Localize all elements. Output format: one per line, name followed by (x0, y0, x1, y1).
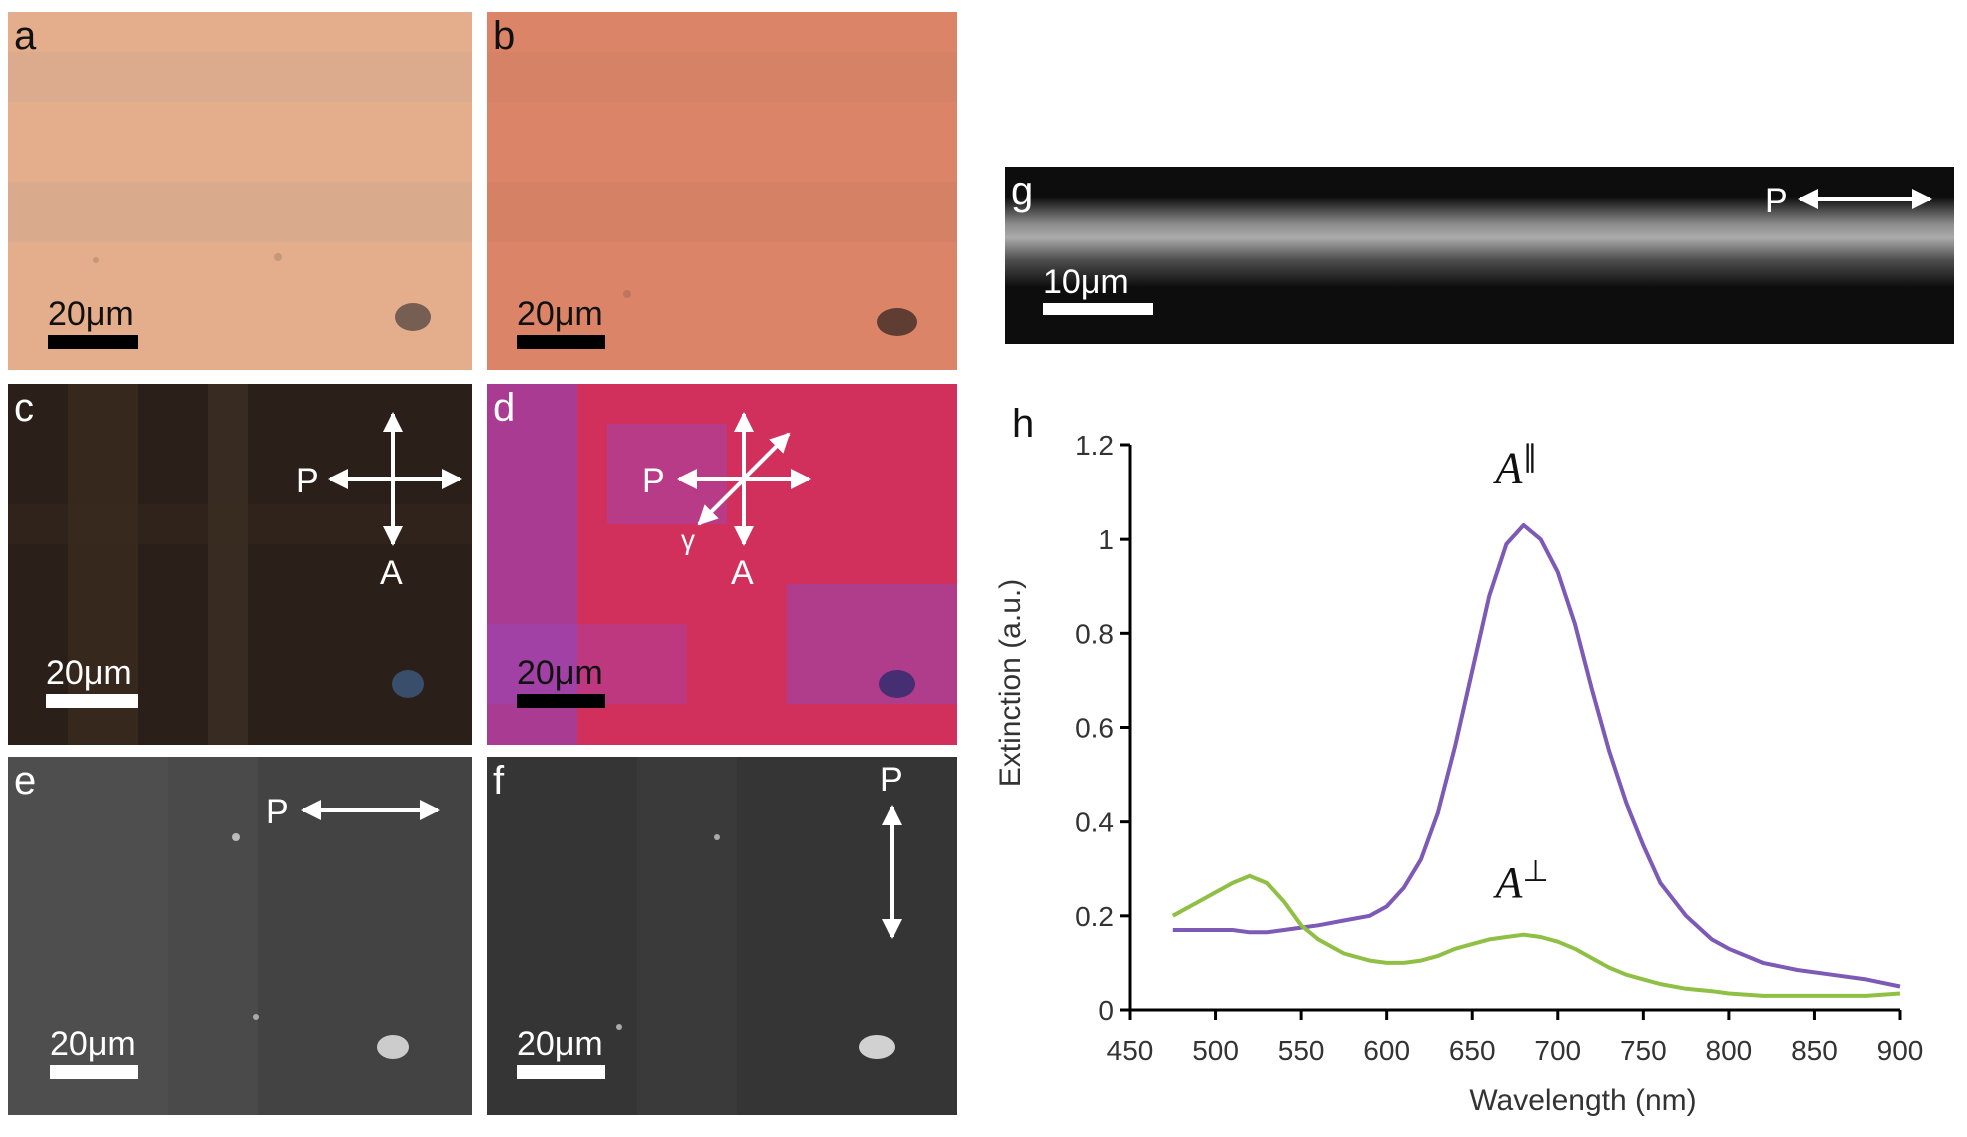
scale-bar-label: 20μm (48, 295, 134, 333)
scale-bar: 20μm (50, 1027, 138, 1079)
scale-bar-label: 10μm (1043, 263, 1129, 301)
scale-bar-line (517, 1065, 605, 1079)
analyzer-label: A (731, 554, 754, 592)
polarizer-label: P (880, 761, 903, 799)
y-tick-label: 1.2 (1075, 430, 1114, 461)
panel-label: c (14, 386, 34, 430)
scale-bar-line (517, 694, 605, 708)
panel-label: f (493, 759, 505, 803)
x-tick-label: 500 (1192, 1035, 1239, 1066)
scale-bar-line (46, 694, 138, 708)
x-axis-label: Wavelength (nm) (1469, 1084, 1696, 1117)
x-tick-label: 550 (1278, 1035, 1325, 1066)
x-tick-label: 850 (1791, 1035, 1838, 1066)
x-tick-label: 650 (1449, 1035, 1496, 1066)
polarizer-label: P (296, 462, 319, 500)
panel-b-micrograph: b 20μm (487, 12, 957, 370)
chart-series (1171, 523, 1901, 998)
scale-bar-label: 20μm (517, 654, 603, 692)
scale-bar: 20μm (517, 1027, 605, 1079)
scale-bar: 10μm (1043, 265, 1153, 315)
y-tick-label: 0.4 (1075, 807, 1114, 838)
scale-bar-line (48, 335, 138, 349)
y-tick-label: 0.2 (1075, 901, 1114, 932)
polarizer-label: P (642, 462, 665, 500)
panel-a-micrograph: a 20μm (8, 12, 472, 370)
scale-bar-label: 20μm (517, 1025, 603, 1063)
analyzer-label: A (380, 554, 403, 592)
scale-bar-label: 20μm (517, 295, 603, 333)
panel-label: g (1011, 169, 1034, 213)
scale-bar-line (517, 335, 605, 349)
x-tick-label: 700 (1534, 1035, 1581, 1066)
scale-bar-label: 20μm (46, 654, 132, 692)
series-line-a-perpendicular (1171, 873, 1901, 998)
panel-e-micrograph: P e 20μm (8, 757, 472, 1115)
x-tick-label: 600 (1363, 1035, 1410, 1066)
x-tick-label: 900 (1877, 1035, 1924, 1066)
micrograph-texture (487, 52, 957, 336)
panel-g-micrograph: P g 10μm (1005, 167, 1954, 344)
y-tick-label: 0.8 (1075, 618, 1114, 649)
panel-label: h (1012, 402, 1034, 446)
y-axis-label: Extinction (a.u.) (994, 579, 1027, 787)
panel-label: d (493, 386, 516, 430)
chart-series-labels: A∥ A⊥ (1493, 441, 1549, 907)
series-label-a-perpendicular: A⊥ (1493, 855, 1549, 907)
scale-bar-line (50, 1065, 138, 1079)
polarizer-analyzer-waveplate-diagram: P A γ (642, 412, 811, 592)
x-tick-label: 450 (1107, 1035, 1154, 1066)
scale-bar-label: 20μm (50, 1025, 136, 1063)
scale-bar: 20μm (517, 656, 605, 708)
y-tick-label: 1 (1098, 524, 1114, 555)
micrograph-texture (487, 384, 957, 745)
y-tick-label: 0.6 (1075, 713, 1114, 744)
scale-bar: 20μm (46, 656, 138, 708)
polarizer-analyzer-diagram: P A (296, 412, 462, 592)
y-tick-label: 0 (1098, 995, 1114, 1026)
x-tick-label: 800 (1706, 1035, 1753, 1066)
panel-d-micrograph: P A γ d 20μm (487, 384, 957, 745)
scale-bar-line (1043, 303, 1153, 315)
polarizer-diagram: P (266, 793, 440, 831)
scale-bar: 20μm (517, 297, 605, 349)
scale-bar: 20μm (48, 297, 138, 349)
panel-label: e (14, 759, 37, 803)
x-tick-label: 750 (1620, 1035, 1667, 1066)
micrograph-texture (8, 52, 472, 331)
micrograph-texture (1005, 197, 1954, 287)
polarizer-diagram: P (1765, 182, 1932, 220)
panel-label: b (493, 14, 516, 58)
micrograph-texture (616, 757, 895, 1115)
waveplate-label: γ (681, 524, 695, 555)
waveplate-arrow (697, 432, 791, 526)
panel-f-micrograph: P f 20μm (487, 757, 957, 1115)
panel-label: a (14, 14, 37, 58)
panel-h-extinction-chart: h 0 0.2 0.4 0.6 0.8 1 1.2 450 500 550 600 650 700 750… (970, 395, 1967, 1132)
chart-axes: 0 0.2 0.4 0.6 0.8 1 1.2 450 500 550 600 650 700 750 80… (1075, 430, 1923, 1066)
series-line-a-parallel (1172, 523, 1901, 989)
extinction-spectrum-plot: h 0 0.2 0.4 0.6 0.8 1 1.2 450 500 550 600 650 700 750… (994, 402, 1923, 1117)
polarizer-label: P (266, 793, 289, 831)
panel-c-micrograph: P A c 20μm (8, 384, 472, 745)
series-label-a-parallel: A∥ (1493, 441, 1538, 493)
polarizer-diagram: P (880, 761, 903, 939)
polarizer-label: P (1765, 182, 1788, 220)
